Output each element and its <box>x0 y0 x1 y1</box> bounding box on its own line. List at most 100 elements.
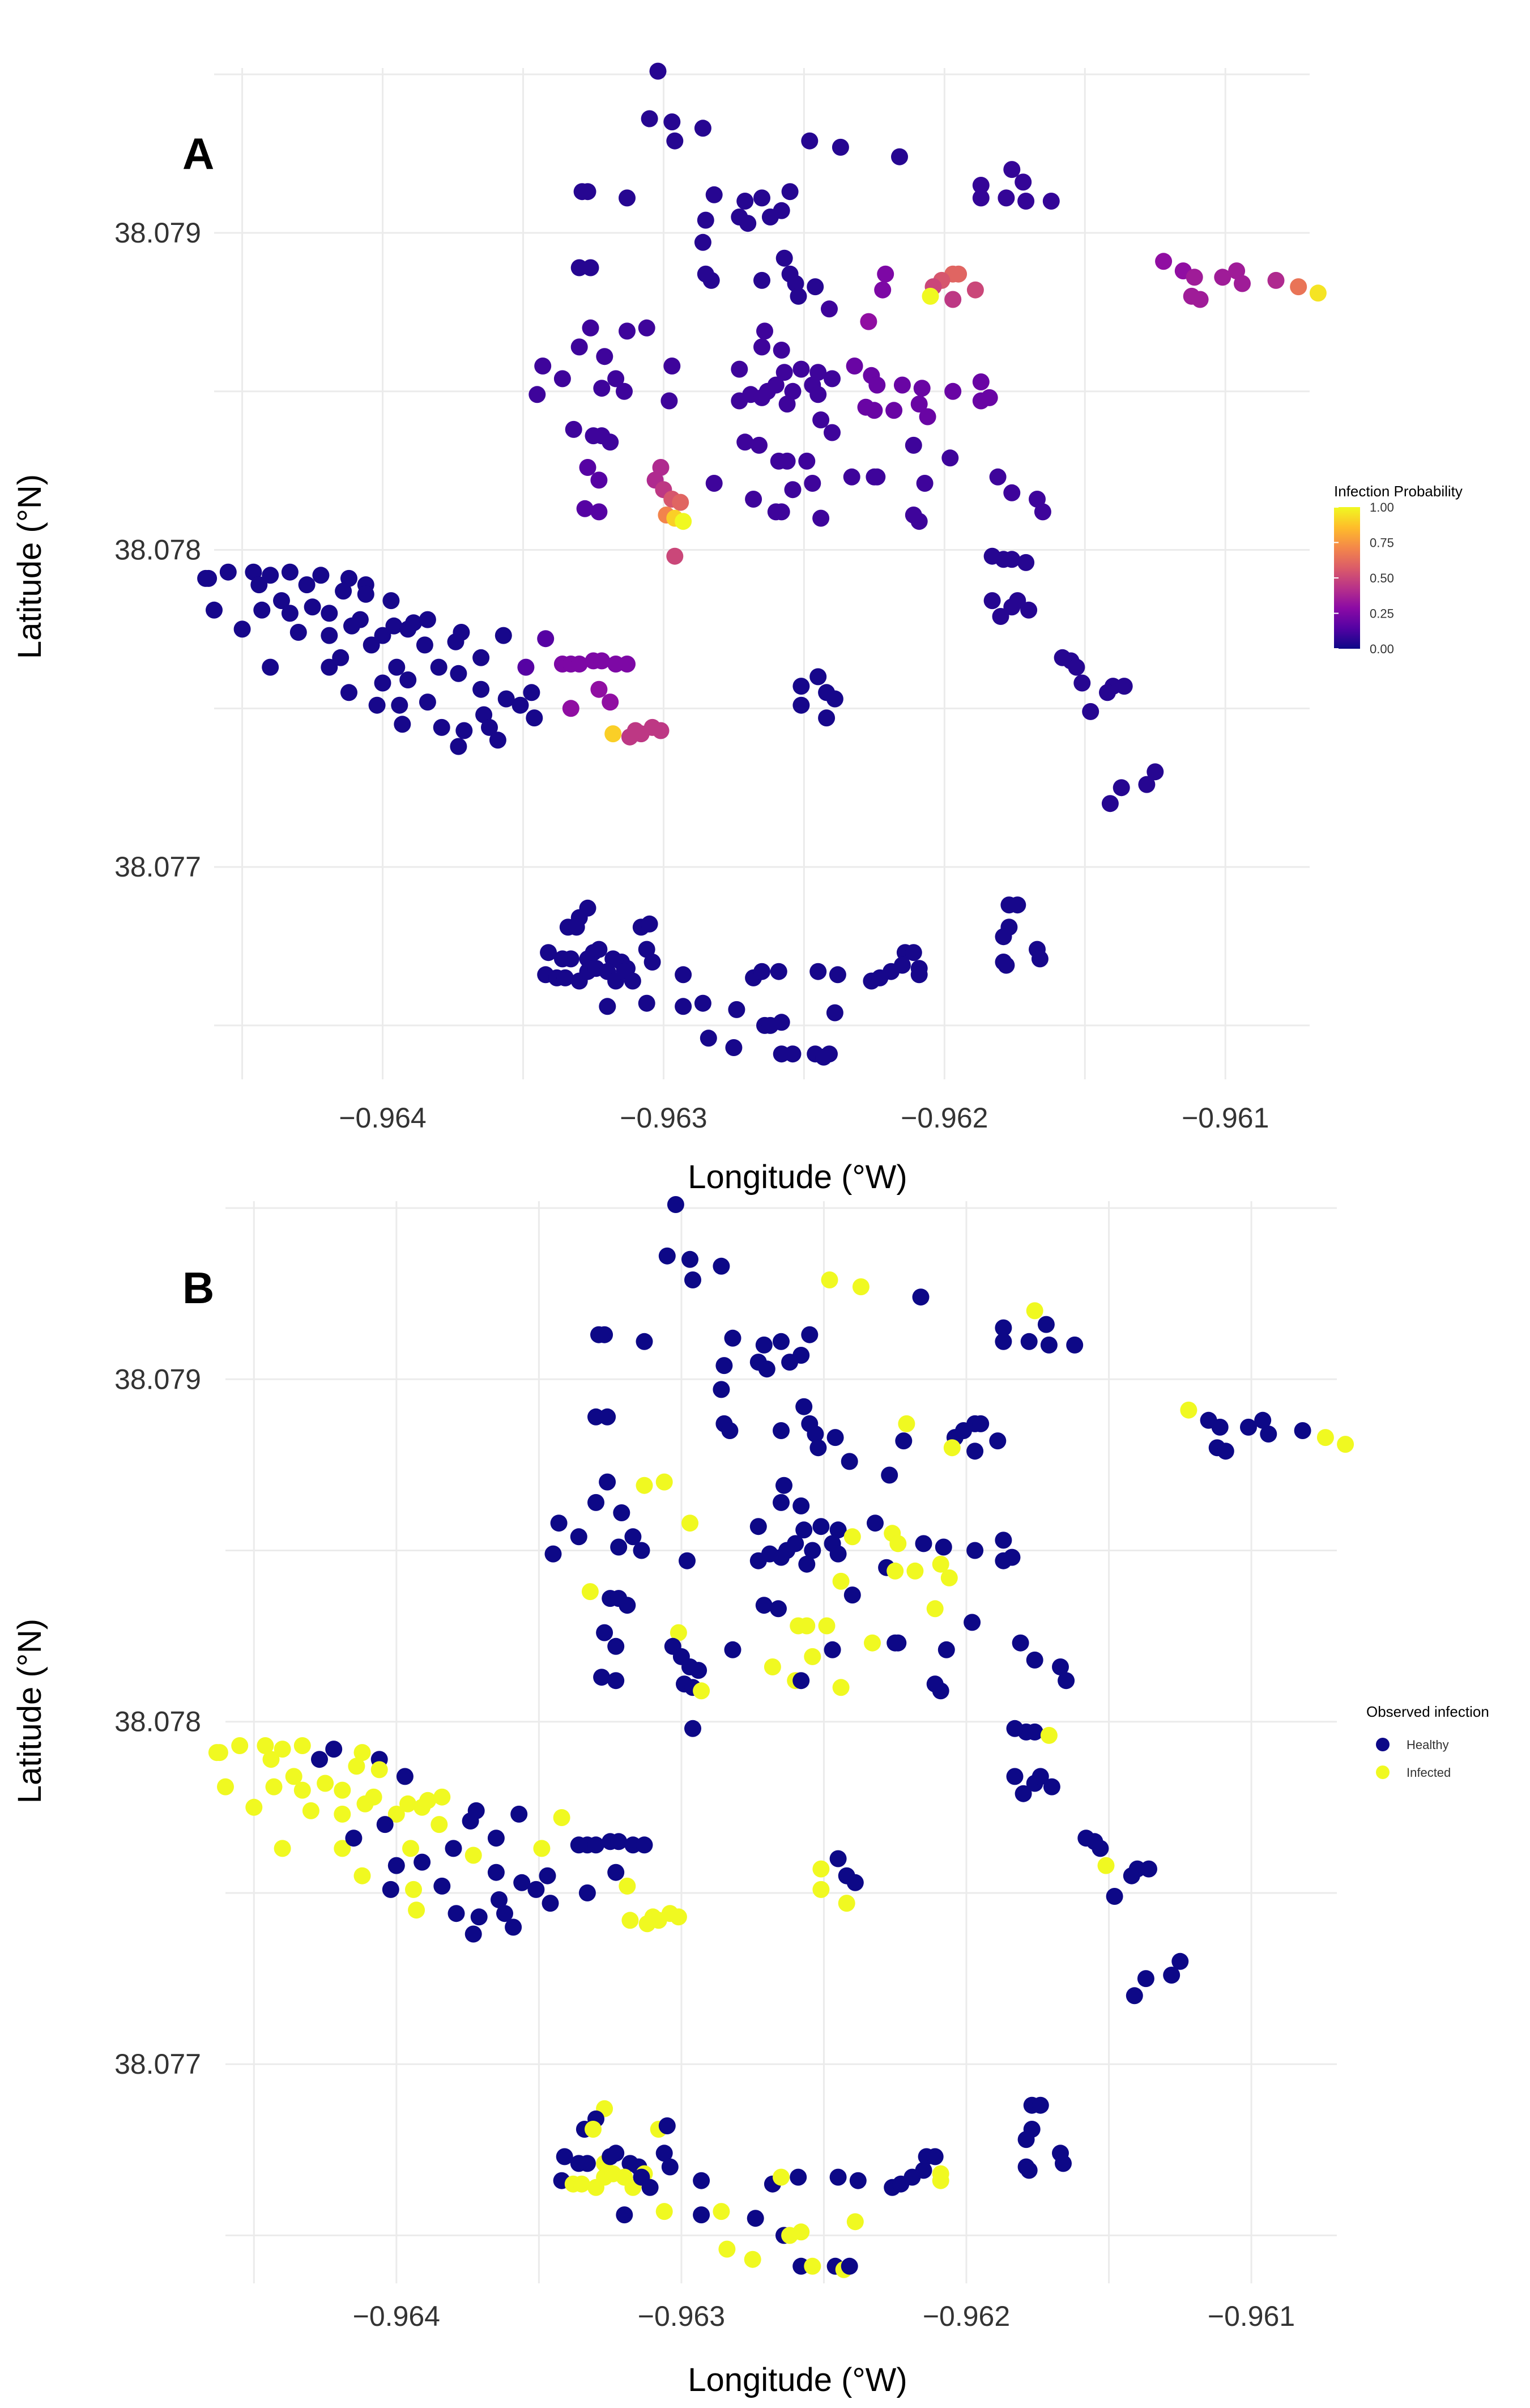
probability-point <box>778 395 796 413</box>
healthy-point <box>633 1542 650 1559</box>
probability-point <box>731 209 748 226</box>
probability-point <box>599 998 616 1015</box>
panel-b-y-axis-title: Latitude (°N) <box>11 1619 48 1803</box>
probability-point <box>753 189 770 207</box>
probability-point <box>826 1004 843 1022</box>
probability-point <box>705 186 723 203</box>
healthy-point <box>807 1426 824 1443</box>
probability-point <box>812 411 830 429</box>
probability-point <box>321 605 338 622</box>
healthy-point <box>693 2172 710 2189</box>
probability-point <box>374 627 391 644</box>
probability-point <box>1138 776 1156 793</box>
healthy-point <box>578 2155 596 2172</box>
probability-point <box>694 994 711 1012</box>
healthy-point <box>829 2168 847 2186</box>
panel-a: A −0.964 −0.963 −0.962 −0.961 38.077 38.078 38… <box>11 62 1463 1196</box>
probability-point <box>570 338 588 356</box>
infected-point <box>302 1802 319 1819</box>
probability-point <box>992 608 1009 625</box>
panel-b-tick-labels: −0.964 −0.963 −0.962 −0.961 38.077 38.078 38.0… <box>114 1363 1295 2332</box>
probability-point <box>1191 291 1209 308</box>
x-tick-label: −0.964 <box>339 1102 426 1134</box>
healthy-point <box>445 1840 462 1857</box>
probability-point <box>523 684 540 701</box>
healthy-point <box>587 1836 604 1854</box>
healthy-point <box>658 1247 676 1265</box>
probability-point <box>394 716 411 733</box>
x-tick-label: −0.961 <box>1182 1102 1269 1134</box>
healthy-point <box>587 1494 604 1511</box>
probability-point <box>798 452 816 470</box>
probability-point <box>672 493 689 511</box>
probability-point <box>871 969 889 986</box>
probability-point <box>675 998 692 1015</box>
probability-point <box>981 389 998 406</box>
infected-point <box>693 1682 710 1700</box>
infected-point <box>681 1514 698 1532</box>
probability-point <box>419 611 436 628</box>
colorbar-tick-label: 0.00 <box>1370 642 1394 656</box>
healthy-point <box>713 1381 730 1398</box>
infected-point <box>370 1761 388 1779</box>
healthy-point <box>755 1336 773 1354</box>
infected-point <box>619 1877 636 1895</box>
probability-point <box>582 259 599 276</box>
infected-point <box>431 1816 448 1833</box>
healthy-point <box>809 1439 827 1457</box>
probability-point <box>368 696 386 714</box>
probability-point <box>866 402 883 419</box>
panel-b-letter: B <box>182 1263 214 1313</box>
healthy-point <box>487 1864 505 1881</box>
probability-point <box>343 617 360 635</box>
probability-point <box>944 291 962 308</box>
probability-point <box>1147 763 1164 781</box>
infected-point <box>573 2175 590 2193</box>
healthy-point <box>1171 1952 1189 1970</box>
infection-probability-legend: Infection Probability 0.00 0.25 0.50 0.75 1.… <box>1334 483 1463 656</box>
healthy-point <box>462 1813 479 1830</box>
healthy-point <box>713 1257 730 1275</box>
probability-point <box>582 319 599 337</box>
probability-point <box>433 718 450 736</box>
infected-point <box>1316 1429 1334 1446</box>
probability-point <box>332 649 350 666</box>
x-tick-label: −0.963 <box>620 1102 707 1134</box>
probability-point <box>619 656 636 673</box>
probability-point <box>312 567 330 584</box>
probability-point <box>416 636 433 654</box>
infected-point <box>898 1415 915 1432</box>
infected-point <box>274 1741 291 1758</box>
infected-point <box>356 1795 374 1813</box>
probability-point <box>1309 284 1327 302</box>
healthy-point <box>491 1891 508 1908</box>
x-tick-label: −0.963 <box>638 2300 725 2332</box>
infected-point <box>792 2223 810 2241</box>
infected-point <box>1337 1436 1354 1453</box>
probability-point <box>526 709 543 727</box>
healthy-point <box>593 1669 611 1686</box>
healthy-point <box>935 1538 952 1556</box>
infected-point <box>419 1792 437 1809</box>
probability-point <box>529 386 546 403</box>
healthy-point <box>544 1545 562 1563</box>
probability-point <box>475 706 493 724</box>
infected-point <box>581 1583 599 1601</box>
healthy-point <box>995 1319 1012 1337</box>
x-tick-label: −0.962 <box>923 2300 1010 2332</box>
healthy-point <box>749 1552 767 1569</box>
probability-point <box>753 271 770 289</box>
probability-point <box>652 459 670 476</box>
probability-point <box>388 658 406 676</box>
probability-point <box>624 972 641 990</box>
probability-point <box>826 690 843 708</box>
probability-point <box>998 189 1015 207</box>
probability-point <box>753 963 770 980</box>
probability-point <box>787 275 804 292</box>
infected-point <box>405 1881 422 1898</box>
infected-point <box>670 1624 687 1641</box>
probability-point <box>553 370 571 388</box>
probability-point <box>995 928 1012 946</box>
healthy-point <box>613 1504 630 1521</box>
probability-point <box>562 950 579 968</box>
